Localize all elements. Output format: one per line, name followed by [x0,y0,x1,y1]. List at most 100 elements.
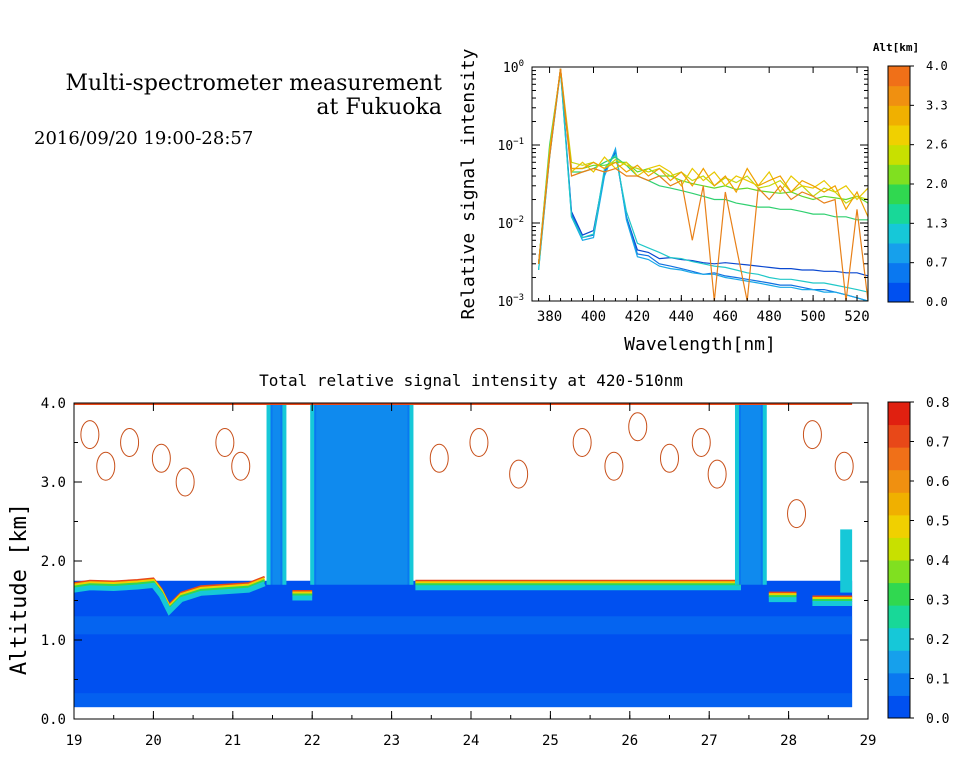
title-line-2: at Fukuoka [316,95,442,120]
intensity-colorbar-label: 0.2 [926,633,949,648]
contour-speck [215,428,235,457]
heatmap-y-tick-label: 2.0 [41,554,66,570]
intensity-colorbar-band [888,582,910,606]
contour-speck [80,420,100,450]
altitude-colorbar-label: 0.0 [926,295,948,309]
heatmap-y-tick-label: 0.0 [41,712,66,728]
heatmap-field [74,403,854,708]
contour-speck [120,428,140,457]
intensity-colorbar-band [888,560,910,584]
spectrum-axes: 380 400 420 440 460 480 500 520 100 10−1 10−2 10−3 [498,59,870,325]
altitude-colorbar-label: 2.0 [926,177,948,191]
contour-speck [151,443,171,473]
intensity-colorbar-band [888,447,910,471]
heatmap-y-tick-label: 4.0 [41,396,66,412]
clear-column-21 [268,403,285,585]
clear-column-21-inner [272,403,281,585]
contour-speck [802,420,822,450]
contour-speck [572,428,592,457]
contour-speck [469,428,489,457]
contour-speck [175,467,195,497]
heatmap-title: Total relative signal intensity at 420-5… [259,371,683,390]
contour-speck [96,451,116,481]
clear-column-22-inner [316,403,408,585]
title-block: Multi-spectrometer measurement at Fukuok… [12,71,443,150]
altitude-colorbar-band [888,223,910,244]
intensity-colorbar-band [888,650,910,674]
intensity-colorbar-band [888,627,910,651]
spectrum-x-label: Wavelength[nm] [624,334,776,355]
spectrum-series-group [538,68,868,301]
intensity-colorbar-label: 0.8 [926,396,949,411]
heatmap-y-tick-label: 1.0 [41,633,66,649]
altitude-colorbar-band [888,85,910,106]
spectrum-y-tick-label: 100 [503,59,524,76]
altitude-colorbar-label: 4.0 [926,59,948,73]
spectrum-series-8 [538,68,868,264]
heatmap-x-tick-label: 19 [66,733,83,749]
datetime-label: 2016/09/20 19:00-28:57 [34,128,254,149]
spectrum-series-7 [538,68,868,264]
altitude-colorbar-band [888,184,910,205]
contour-speck [787,499,807,529]
heatmap-x-tick-label: 23 [383,733,400,749]
spectrum-series-3 [538,70,868,293]
intensity-colorbar-label: 0.5 [926,515,949,530]
clear-column-28 [840,529,853,593]
heatmap-x-tick-label: 29 [860,733,877,749]
spectrum-y-tick-label: 10−1 [498,137,525,154]
spectrum-x-tick-label: 500 [800,309,825,325]
altitude-colorbar-label: 0.7 [926,256,948,270]
contour-speck [660,443,679,473]
intensity-colorbar-label: 0.7 [926,436,949,451]
title-line-1: Multi-spectrometer measurement [65,71,443,96]
heatmap-y-tick-label: 3.0 [41,475,66,491]
intensity-colorbar-band [888,695,910,719]
intensity-colorbar-band [888,424,910,448]
heatmap-x-tick-label: 21 [224,733,241,749]
altitude-colorbar-band [888,262,910,283]
altitude-colorbar-title: Alt[km] [873,41,919,54]
clear-column-27 [736,403,765,585]
intensity-colorbar-label: 0.1 [926,673,949,688]
intensity-colorbar-label: 0.4 [926,554,950,569]
spectrum-x-tick-label: 480 [757,309,782,325]
intensity-colorbar-band [888,605,910,629]
intensity-colorbar-band [888,469,910,493]
spectrum-x-tick-label: 400 [581,309,606,325]
spectrum-y-tick-label: 10−3 [498,293,525,310]
altitude-colorbar-band [888,105,910,126]
contour-speck [834,451,854,481]
intensity-colorbar-band [888,402,910,426]
altitude-colorbar-band [888,144,910,165]
spectrum-frame [531,66,869,302]
intensity-colorbar-band [888,672,910,696]
heatmap-x-tick-label: 24 [463,733,480,749]
heatmap-x-tick-label: 22 [304,733,321,749]
intensity-colorbar-band [888,514,910,538]
altitude-colorbar-band [888,243,910,264]
heatmap-x-tick-label: 27 [701,733,718,749]
heatmap-x-tick-label: 25 [542,733,559,749]
heatmap-low-layer [74,580,853,708]
heatmap-x-tick-label: 28 [780,733,797,749]
intensity-colorbar-label: 0.6 [926,475,949,490]
intensity-colorbar-label: 0.3 [926,594,949,609]
altitude-colorbar-label: 1.3 [926,216,948,230]
spectrum-series-2 [538,70,868,301]
spectrum-x-tick-label: 440 [669,309,694,325]
altitude-colorbar: 4.0 3.3 2.6 2.0 1.3 0.7 0.0 [887,59,948,309]
spectrum-y-label: Relative signal intensity [458,48,479,319]
clear-column-27-inner [740,403,761,585]
contour-speck [691,428,711,457]
altitude-colorbar-label: 2.6 [926,138,948,152]
spectrum-x-tick-label: 380 [537,309,562,325]
contour-speck [707,459,727,489]
heatmap-x-tick-label: 26 [621,733,638,749]
altitude-colorbar-band [888,203,910,224]
intensity-colorbar: 0.0 0.1 0.2 0.3 0.4 0.5 0.6 0.7 0.8 [887,396,950,727]
altitude-colorbar-band [888,125,910,146]
cloud-base-edge-cyan [74,581,266,616]
altitude-colorbar-band [888,66,910,87]
altitude-colorbar-band [888,282,910,303]
